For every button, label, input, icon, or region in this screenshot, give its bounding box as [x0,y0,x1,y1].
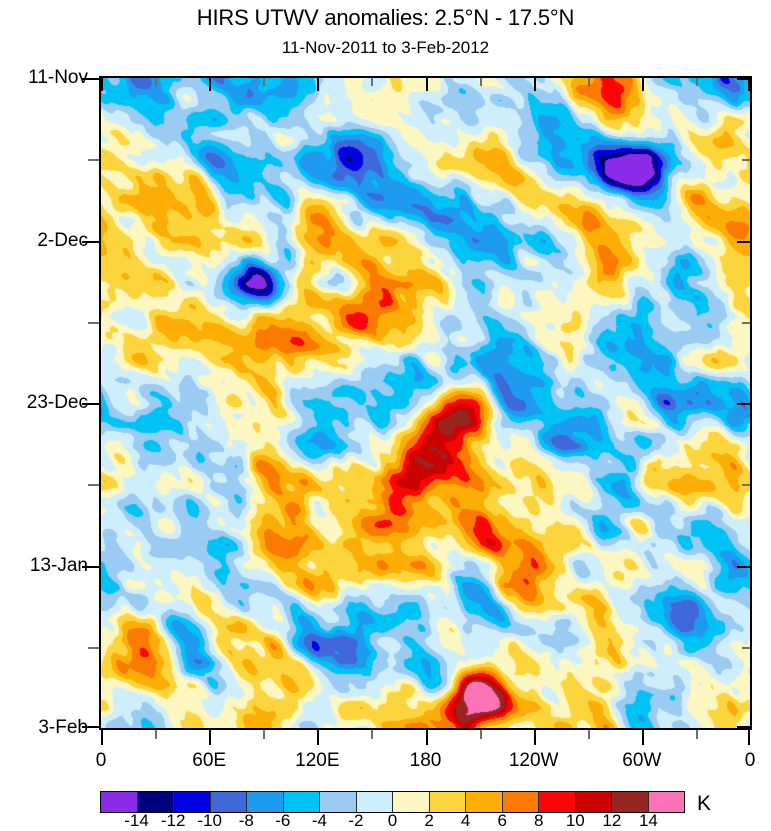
colorbar-swatch-5 [283,792,320,812]
colorbar-tick-label-3: -8 [238,811,254,830]
y-minor-tick-right-1 [742,322,750,324]
x-axis-label-4: 120W [508,750,559,771]
colorbar-swatch-0 [101,792,138,812]
x-major-tick-top-0 [101,78,103,91]
x-axis-label-3: 180 [409,750,442,771]
y-major-tick-right-2 [737,403,750,405]
x-major-tick-top-1 [209,78,211,91]
x-axis-label-1: 60E [192,750,227,771]
x-major-tick-2 [317,730,319,745]
contour-field [101,78,750,728]
x-minor-tick-2 [371,730,373,739]
colorbar-swatch-12 [539,792,576,812]
x-minor-tick-top-2 [371,78,373,86]
y-axis-label-4: 3-Feb [38,717,88,738]
x-axis-label-6: 0 [744,750,756,771]
x-major-tick-top-6 [748,78,750,91]
x-major-tick-3 [426,730,428,745]
x-major-tick-5 [642,730,644,745]
x-major-tick-0 [101,730,103,745]
colorbar-tick-label-12: 10 [565,811,585,830]
colorbar-unit-label: K [697,792,712,815]
y-major-tick-right-3 [737,566,750,568]
x-major-tick-top-5 [642,78,644,91]
x-minor-tick-top-1 [263,78,265,86]
y-minor-tick-2 [88,484,99,486]
plot-area [99,76,752,730]
x-axis-label-0: 0 [95,750,107,771]
colorbar-tick-label-10: 6 [497,811,507,830]
x-axis-label-5: 60W [622,750,662,771]
x-minor-tick-top-4 [588,78,590,86]
x-minor-tick-1 [263,730,265,739]
colorbar-tick-label-4: -6 [275,811,291,830]
x-minor-tick-0 [155,730,157,739]
x-minor-tick-5 [696,730,698,739]
y-axis-label-3: 13-Jan [29,554,88,576]
x-axis-label-2: 120E [295,750,340,771]
y-major-tick-2 [82,403,99,405]
colorbar-tick-label-0: -14 [124,811,149,830]
y-minor-tick-3 [88,647,99,649]
x-minor-tick-3 [480,730,482,739]
y-major-tick-0 [82,78,99,80]
y-major-tick-right-1 [737,241,750,243]
colorbar-tick-label-13: 12 [602,811,622,830]
y-axis-labels: 11-Nov 2-Dec 23-Dec 13-Jan 3-Feb [0,0,88,830]
colorbar-swatch-13 [575,792,612,812]
x-major-tick-6 [748,730,750,745]
y-major-tick-3 [82,566,99,568]
colorbar-swatch-9 [429,792,466,812]
colorbar-tick-label-8: 2 [424,811,434,830]
y-major-tick-right-4 [737,726,750,728]
x-major-tick-top-4 [534,78,536,91]
colorbar-swatch-8 [393,792,430,812]
colorbar-swatch-11 [502,792,539,812]
colorbar-swatch-6 [320,792,357,812]
y-axis-label-1: 2-Dec [37,229,88,251]
colorbar-swatch-14 [612,792,649,812]
y-major-tick-1 [82,241,99,243]
colorbar-swatch-1 [137,792,174,812]
x-minor-tick-top-3 [480,78,482,86]
x-minor-tick-top-0 [155,78,157,86]
colorbar-swatch-10 [466,792,503,812]
x-major-tick-1 [209,730,211,745]
colorbar-tick-label-7: 0 [387,811,398,830]
x-major-tick-top-3 [426,78,428,91]
y-minor-tick-right-0 [742,159,750,161]
colorbar [100,791,685,813]
y-axis-label-2: 23-Dec [26,392,88,413]
colorbar-tick-label-6: -2 [348,811,364,830]
y-major-tick-right-0 [737,78,750,80]
colorbar-tick-label-9: 4 [460,811,471,830]
colorbar-swatch-7 [356,792,393,812]
x-minor-tick-top-5 [696,78,698,86]
colorbar-tick-label-5: -4 [311,811,327,830]
y-major-tick-4 [82,726,99,728]
colorbar-swatch-15 [648,792,684,812]
y-minor-tick-1 [88,322,99,324]
colorbar-tick-label-14: 14 [638,811,658,830]
colorbar-tick-label-2: -10 [197,811,222,830]
colorbar-tick-label-1: -12 [160,811,186,830]
colorbar-swatch-3 [210,792,247,812]
y-minor-tick-right-2 [742,484,750,486]
y-minor-tick-right-3 [742,647,750,649]
x-major-tick-4 [534,730,536,745]
x-major-tick-top-2 [317,78,319,91]
y-axis-label-0: 11-Nov [28,67,88,88]
x-minor-tick-4 [588,730,590,739]
page-subtitle: 11-Nov-2011 to 3-Feb-2012 [281,38,490,57]
colorbar-swatch-4 [247,792,284,812]
page-title: HIRS UTWV anomalies: 2.5°N - 17.5°N [196,5,575,30]
y-minor-tick-0 [88,159,99,161]
colorbar-tick-label-11: 8 [534,811,544,830]
colorbar-swatch-2 [174,792,211,812]
